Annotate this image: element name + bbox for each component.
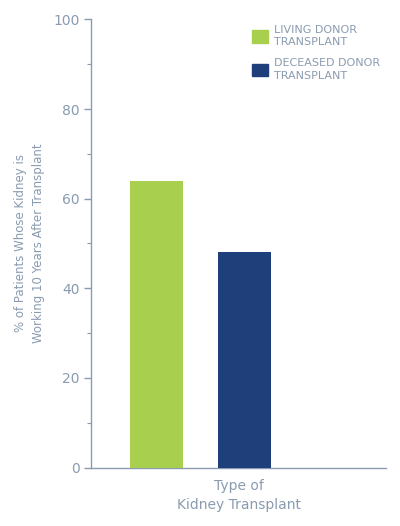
Legend: LIVING DONOR
TRANSPLANT, DECEASED DONOR
TRANSPLANT: LIVING DONOR TRANSPLANT, DECEASED DONOR … bbox=[252, 25, 380, 81]
Bar bbox=[130, 181, 183, 468]
Y-axis label: % of Patients Whose Kidney is
Working 10 Years After Transplant: % of Patients Whose Kidney is Working 10… bbox=[14, 144, 45, 343]
X-axis label: Type of
Kidney Transplant: Type of Kidney Transplant bbox=[177, 479, 301, 512]
Bar bbox=[218, 252, 271, 468]
